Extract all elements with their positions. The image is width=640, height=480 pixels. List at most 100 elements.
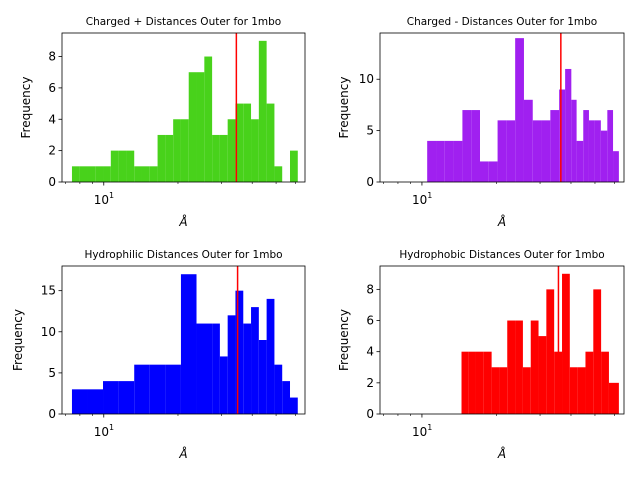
x-tick-label-base: 10 xyxy=(94,193,109,207)
histogram-bar xyxy=(251,307,259,414)
y-axis-label: Frequency xyxy=(337,309,351,371)
y-tick-label: 4 xyxy=(48,112,56,126)
histogram-bar xyxy=(95,166,104,182)
y-tick-label: 15 xyxy=(41,284,56,298)
histogram-bar xyxy=(110,150,119,182)
y-tick-label: 2 xyxy=(366,376,374,390)
histogram-bar xyxy=(274,166,283,182)
histogram-bar xyxy=(515,38,524,182)
histogram-bar xyxy=(266,298,275,414)
histogram-bar xyxy=(479,161,489,182)
histogram-bar xyxy=(468,351,476,414)
histogram-bar xyxy=(87,166,96,182)
histogram-bar xyxy=(196,323,213,414)
histogram-bar xyxy=(79,166,88,182)
histogram-bar xyxy=(165,134,174,182)
histogram-bar xyxy=(180,119,189,182)
histogram-bar xyxy=(499,367,508,414)
histogram-bar xyxy=(436,140,445,182)
histogram-bar xyxy=(188,72,197,182)
histogram-bar xyxy=(258,40,267,183)
histogram-bar xyxy=(565,68,572,182)
histogram-bar xyxy=(134,364,150,414)
histogram-bar xyxy=(607,110,614,182)
histogram-bar xyxy=(600,130,608,182)
y-tick-label: 0 xyxy=(366,407,374,421)
histogram-bar xyxy=(157,134,166,182)
x-tick-label-base: 10 xyxy=(94,425,109,439)
x-tick-label: 101 xyxy=(412,191,432,207)
chart-title: Charged - Distances Outer for 1mbo xyxy=(407,16,597,28)
histogram-bar xyxy=(118,381,135,414)
histogram-bar xyxy=(141,166,150,182)
axes-frame xyxy=(61,265,306,415)
histogram-bar xyxy=(235,290,244,414)
histogram-bar xyxy=(530,320,539,414)
x-tick-label: 101 xyxy=(94,191,114,207)
histogram-bar xyxy=(453,140,463,182)
histogram-bar xyxy=(491,367,500,414)
histogram-bars xyxy=(71,40,298,183)
histogram-bar xyxy=(243,323,252,414)
histogram-bar xyxy=(290,150,298,182)
histogram-bar xyxy=(227,315,236,414)
histogram-bar xyxy=(488,161,498,182)
histogram-bar xyxy=(585,351,594,414)
histogram-bar xyxy=(251,119,259,182)
histogram-bar xyxy=(613,151,619,182)
chart-panel-1: 0 2 4 6 8 101 Charged + Distances Outer for 1m… xyxy=(19,16,306,229)
histogram-bar xyxy=(204,56,213,182)
x-tick-label-exponent: 1 xyxy=(427,423,432,432)
chart-panel-4: 0 2 4 6 8 101 Hydrophobic Distances Outer for … xyxy=(337,249,625,461)
y-tick-label: 5 xyxy=(48,366,56,380)
x-tick-label: 101 xyxy=(94,423,114,439)
histogram-bar xyxy=(559,89,566,182)
y-axis-label: Frequency xyxy=(11,309,25,371)
y-tick-label: 0 xyxy=(48,407,56,421)
histogram-bar xyxy=(571,99,577,182)
histogram-bar xyxy=(594,120,601,182)
y-axis-label: Frequency xyxy=(19,77,33,139)
histogram-bar xyxy=(149,364,166,414)
histogram-bar xyxy=(462,110,472,182)
axes-frame xyxy=(61,32,306,183)
histogram-bar xyxy=(126,150,135,182)
chart-title: Hydrophobic Distances Outer for 1mbo xyxy=(399,249,604,261)
histogram-bar xyxy=(471,110,480,182)
y-tick-label: 10 xyxy=(41,325,56,339)
y-tick-label: 6 xyxy=(48,81,56,95)
histogram-bar xyxy=(71,166,80,182)
histogram-bar xyxy=(243,103,252,182)
y-tick-label: 0 xyxy=(366,175,374,189)
histogram-bar xyxy=(444,140,454,182)
histogram-bar xyxy=(550,110,560,182)
histogram-bar xyxy=(601,351,609,414)
histogram-bar xyxy=(483,351,492,414)
histogram-bar xyxy=(497,120,507,182)
y-tick-label: 8 xyxy=(48,50,56,64)
y-tick-label: 10 xyxy=(359,72,374,86)
histogram-bar xyxy=(219,356,228,414)
histogram-bar xyxy=(515,320,523,414)
histogram-bar xyxy=(165,364,181,414)
x-axis-label: Å xyxy=(497,214,506,229)
histogram-bars xyxy=(71,274,298,414)
axes-frame xyxy=(379,265,625,415)
histogram-bar xyxy=(282,381,291,414)
histogram-bar xyxy=(523,99,533,182)
histogram-bar xyxy=(475,351,484,414)
histogram-bar xyxy=(562,273,570,414)
histogram-bar xyxy=(506,120,516,182)
y-tick-label: 4 xyxy=(366,345,374,359)
x-axis-label: Å xyxy=(178,446,187,461)
histogram-bar xyxy=(258,340,267,414)
histogram-bar xyxy=(103,381,119,414)
histogram-bar xyxy=(149,166,158,182)
histogram-bar xyxy=(541,120,551,182)
x-tick-label-exponent: 1 xyxy=(109,191,114,200)
x-axis-label: Å xyxy=(497,446,506,461)
histogram-bar xyxy=(71,389,88,414)
